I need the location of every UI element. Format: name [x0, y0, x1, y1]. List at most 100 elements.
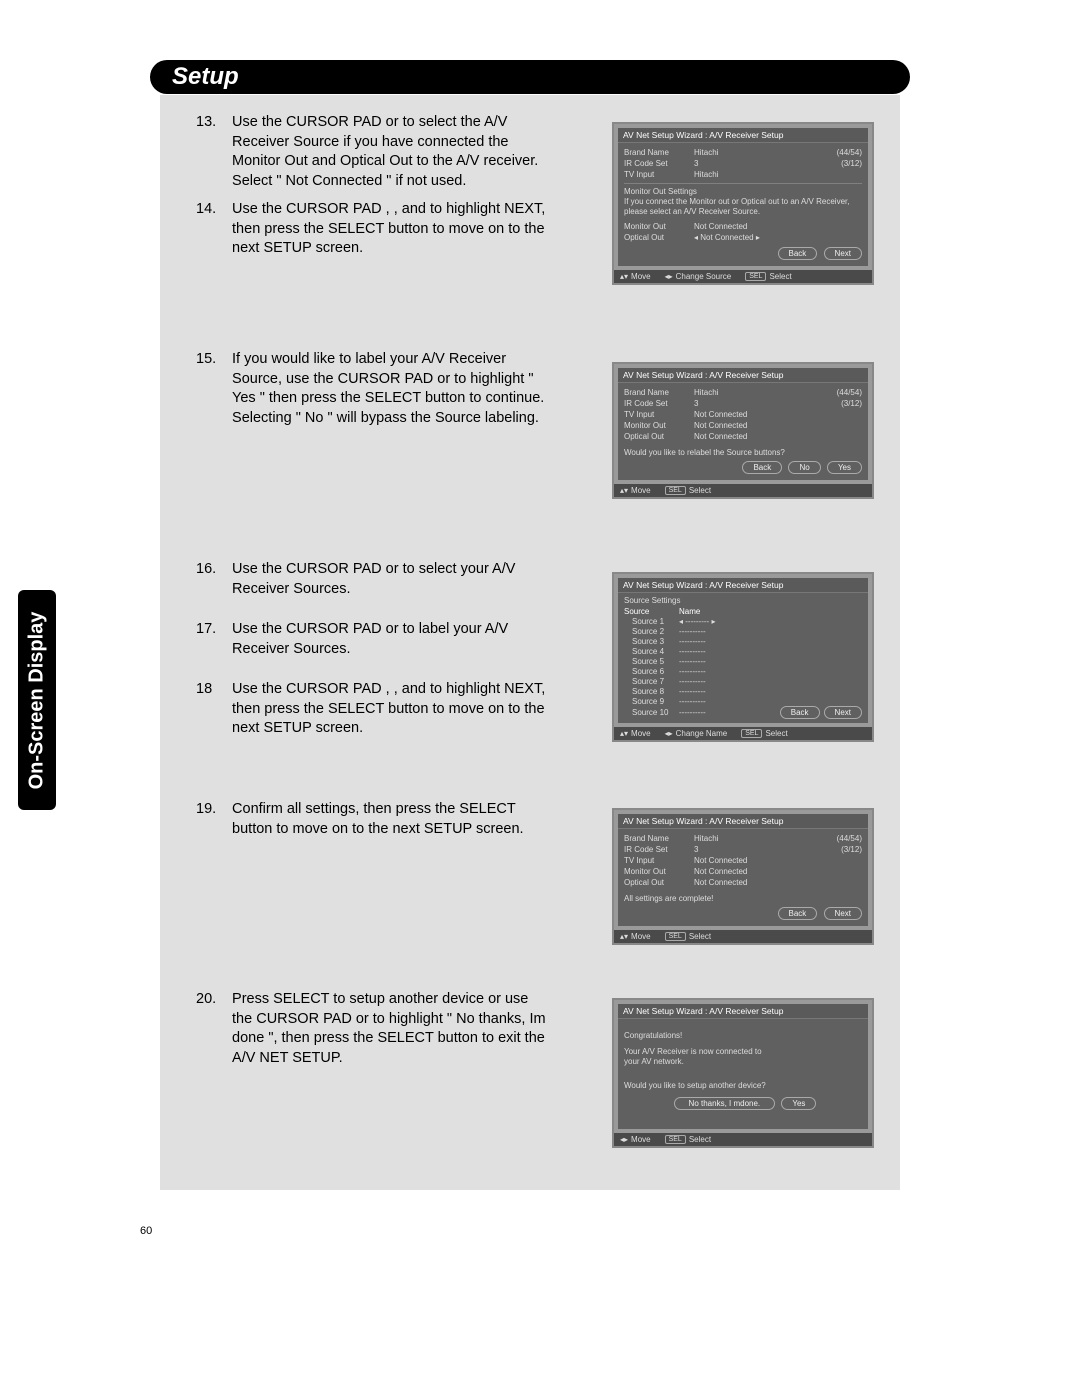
updown-icon: ▴▾ [620, 272, 628, 281]
table-row: Optical Out◂ Not Connected ▸ [624, 232, 862, 243]
list-item[interactable]: Source 8---------- [624, 686, 862, 696]
instr-text: Use the CURSOR PAD or to select the A/V … [232, 113, 552, 191]
list-item[interactable]: Source 7---------- [624, 676, 862, 686]
updown-icon: ▴▾ [620, 729, 628, 738]
table-row: TV InputHitachi [624, 169, 862, 180]
table-row: Optical OutNot Connected [624, 877, 862, 888]
side-tab-label: On-Screen Display [26, 611, 49, 789]
instr-num: 13. [196, 113, 228, 133]
instr-text: Use the CURSOR PAD or to label your A/V … [232, 620, 552, 659]
table-row: Brand NameHitachi(44/54) [624, 147, 862, 158]
sel-icon: SEL [745, 272, 766, 281]
instr-num: 20. [196, 990, 228, 1010]
congrats-text: Congratulations! [624, 1031, 862, 1041]
list-item[interactable]: Source 1◂ --------- ▸ [624, 616, 862, 626]
panel-title: AV Net Setup Wizard : A/V Receiver Setup [618, 368, 868, 383]
leftright-icon: ◂▸ [620, 1135, 628, 1144]
panel-hints: ▴▾Move SELSelect [614, 930, 872, 943]
instruction-19: 19. Confirm all settings, then press the… [196, 800, 552, 839]
panel-title: AV Net Setup Wizard : A/V Receiver Setup [618, 1004, 868, 1019]
table-row: Brand NameHitachi(44/54) [624, 387, 862, 398]
list-item[interactable]: Source 4---------- [624, 646, 862, 656]
wizard-panel-3: AV Net Setup Wizard : A/V Receiver Setup… [612, 572, 874, 742]
panel-title: AV Net Setup Wizard : A/V Receiver Setup [618, 814, 868, 829]
yes-button[interactable]: Yes [781, 1097, 816, 1110]
instr-text: Use the CURSOR PAD , , and to highlight … [232, 680, 552, 739]
table-row: TV InputNot Connected [624, 855, 862, 866]
instr-text: Use the CURSOR PAD , , and to highlight … [232, 200, 552, 259]
updown-icon: ▴▾ [620, 932, 628, 941]
side-tab: On-Screen Display [18, 590, 56, 810]
panel-note: Your A/V Receiver is now connected to yo… [624, 1047, 764, 1067]
leftright-icon: ◂▸ [665, 729, 673, 738]
instr-text: Use the CURSOR PAD or to select your A/V… [232, 560, 552, 599]
list-item[interactable]: Source 9---------- [624, 696, 862, 706]
no-button[interactable]: No [788, 461, 820, 474]
back-button[interactable]: Back [742, 461, 782, 474]
instr-num: 17. [196, 620, 228, 640]
leftright-icon: ◂▸ [665, 272, 673, 281]
panel-prompt: Would you like to relabel the Source but… [624, 442, 862, 457]
table-row: Monitor OutNot Connected [624, 420, 862, 431]
panel-title: AV Net Setup Wizard : A/V Receiver Setup [618, 578, 868, 593]
list-item[interactable]: Source 3---------- [624, 636, 862, 646]
table-row: Brand NameHitachi(44/54) [624, 833, 862, 844]
instruction-17: 17. Use the CURSOR PAD or to label your … [196, 620, 552, 659]
instr-text: Press SELECT to setup another device or … [232, 990, 552, 1068]
next-button[interactable]: Next [824, 247, 862, 260]
sel-icon: SEL [741, 729, 762, 738]
table-row: Optical OutNot Connected [624, 431, 862, 442]
wizard-panel-4: AV Net Setup Wizard : A/V Receiver Setup… [612, 808, 874, 945]
sel-icon: SEL [665, 1135, 686, 1144]
page-title-pill: Setup [150, 60, 910, 94]
instruction-20: 20. Press SELECT to setup another device… [196, 990, 552, 1068]
instruction-15: 15. If you would like to label your A/V … [196, 350, 552, 428]
subhead: Monitor Out Settings [624, 187, 862, 197]
instruction-13: 13. Use the CURSOR PAD or to select the … [196, 113, 552, 191]
back-button[interactable]: Back [778, 247, 818, 260]
instr-num: 15. [196, 350, 228, 370]
table-row: IR Code Set3(3/12) [624, 398, 862, 409]
wizard-panel-1: AV Net Setup Wizard : A/V Receiver Setup… [612, 122, 874, 285]
table-row: TV InputNot Connected [624, 409, 862, 420]
wizard-panel-2: AV Net Setup Wizard : A/V Receiver Setup… [612, 362, 874, 499]
panel-hints: ▴▾Move ◂▸Change Source SELSelect [614, 270, 872, 283]
panel-note: If you connect the Monitor out or Optica… [624, 197, 862, 217]
panel-hints: ▴▾Move ◂▸Change Name SELSelect [614, 727, 872, 740]
no-thanks-button[interactable]: No thanks, I mdone. [674, 1097, 776, 1110]
back-button[interactable]: Back [778, 907, 818, 920]
page-title: Setup [172, 63, 239, 90]
list-item[interactable]: Source 5---------- [624, 656, 862, 666]
table-row: IR Code Set3(3/12) [624, 158, 862, 169]
list-item[interactable]: Source 6---------- [624, 666, 862, 676]
table-row: Monitor OutNot Connected [624, 866, 862, 877]
instr-num: 18 [196, 680, 228, 700]
list-item[interactable]: Source 10---------- [624, 708, 776, 718]
instruction-14: 14. Use the CURSOR PAD , , and to highli… [196, 200, 552, 259]
instr-num: 19. [196, 800, 228, 820]
panel-prompt: All settings are complete! [624, 888, 862, 903]
panel-title: AV Net Setup Wizard : A/V Receiver Setup [618, 128, 868, 143]
next-button[interactable]: Next [824, 706, 862, 719]
list-item[interactable]: Source 2---------- [624, 626, 862, 636]
instr-num: 16. [196, 560, 228, 580]
panel-hints: ▴▾Move SELSelect [614, 484, 872, 497]
back-button[interactable]: Back [780, 706, 820, 719]
panel-prompt: Would you like to setup another device? [624, 1081, 862, 1091]
sel-icon: SEL [665, 486, 686, 495]
table-row: Monitor OutNot Connected [624, 221, 862, 232]
page-number: 60 [140, 1225, 152, 1237]
table-row: IR Code Set3(3/12) [624, 844, 862, 855]
panel-hints: ◂▸Move SELSelect [614, 1133, 872, 1146]
instr-num: 14. [196, 200, 228, 220]
instruction-16: 16. Use the CURSOR PAD or to select your… [196, 560, 552, 599]
yes-button[interactable]: Yes [827, 461, 862, 474]
subhead: Source Settings [624, 596, 862, 606]
instr-text: If you would like to label your A/V Rece… [232, 350, 552, 428]
manual-page: Setup On-Screen Display 13. Use the CURS… [0, 0, 1080, 1397]
sel-icon: SEL [665, 932, 686, 941]
next-button[interactable]: Next [824, 907, 862, 920]
instruction-18: 18 Use the CURSOR PAD , , and to highlig… [196, 680, 552, 739]
wizard-panel-5: AV Net Setup Wizard : A/V Receiver Setup… [612, 998, 874, 1148]
updown-icon: ▴▾ [620, 486, 628, 495]
